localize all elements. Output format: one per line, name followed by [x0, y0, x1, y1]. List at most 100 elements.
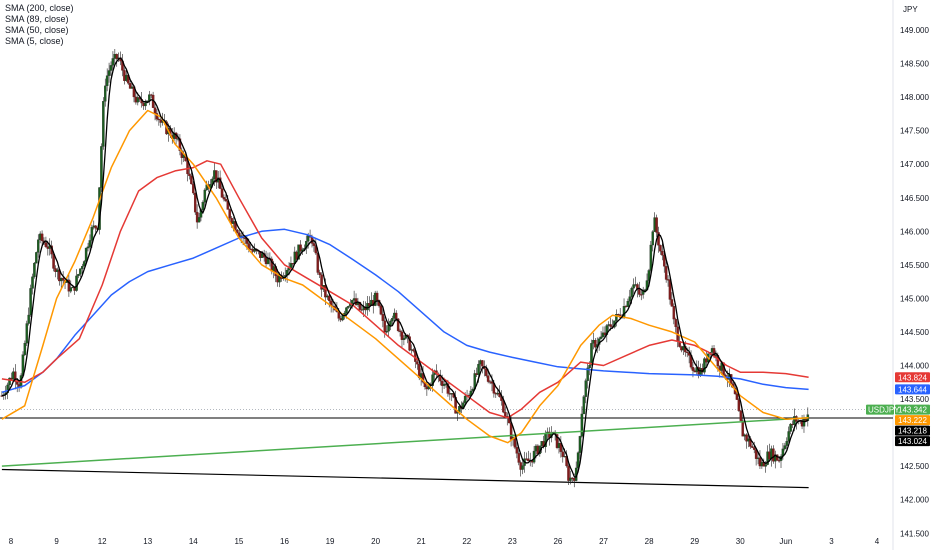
- candle-body: [638, 289, 641, 295]
- x-tick-label: 14: [189, 537, 198, 546]
- candle-body: [35, 252, 38, 264]
- candle-body: [379, 305, 383, 315]
- candle-body: [527, 458, 530, 462]
- candle-body: [655, 217, 658, 233]
- y-tick-label: 147.500: [900, 127, 929, 136]
- candle-body: [789, 423, 792, 432]
- candle-body: [640, 294, 643, 296]
- y-tick-label: 141.500: [900, 529, 929, 538]
- legend-entry-sma50: SMA (50, close): [5, 25, 69, 35]
- candle-body: [25, 323, 29, 344]
- candle-body: [651, 231, 655, 246]
- candle-body: [630, 288, 633, 297]
- candle-body: [327, 295, 331, 301]
- candle-body: [228, 209, 231, 219]
- candle-body: [75, 275, 78, 291]
- price-tag-text: 143.222: [898, 416, 927, 425]
- symbol-tag: [866, 404, 894, 415]
- candle-body: [299, 244, 302, 252]
- candle-body: [115, 53, 118, 60]
- candle-body: [442, 384, 446, 386]
- candle-body: [691, 367, 695, 371]
- candle-body: [81, 266, 84, 269]
- candle-body: [215, 170, 218, 183]
- candle-body: [105, 75, 109, 87]
- price-tag-5: [895, 436, 930, 447]
- candle-body: [783, 445, 787, 450]
- candle-body: [144, 102, 147, 107]
- candle-body: [555, 434, 559, 448]
- sma-line-2: [1, 160, 809, 419]
- candle-body: [396, 318, 400, 332]
- candle-body: [582, 396, 586, 415]
- candle-body: [578, 436, 582, 453]
- x-tick-label: 8: [9, 537, 14, 546]
- price-tag-text: 143.218: [898, 427, 927, 436]
- candle-body: [40, 233, 44, 241]
- candle-body: [79, 268, 82, 275]
- candle-body: [416, 361, 419, 365]
- symbol-tag-text: USDJPY: [868, 406, 900, 415]
- candle-body: [341, 315, 344, 321]
- candle-body: [446, 383, 450, 394]
- y-tick-label: 145.500: [900, 261, 929, 270]
- candle-body: [703, 358, 706, 373]
- support-trendline: [1, 468, 809, 489]
- candle-body: [517, 453, 520, 463]
- candle-body: [84, 247, 88, 262]
- candle-body: [632, 284, 635, 289]
- candle-body: [741, 420, 744, 437]
- candle-body: [735, 393, 739, 400]
- price-tag-text: 143.644: [898, 385, 927, 394]
- sma-line-3: [1, 109, 809, 444]
- y-tick-label: 144.500: [900, 328, 929, 337]
- y-tick-label: 142.000: [900, 496, 929, 505]
- candle-body: [609, 324, 612, 327]
- candle-body: [128, 83, 132, 89]
- y-tick-label: 149.000: [900, 26, 929, 35]
- candle-body: [389, 320, 392, 326]
- legend-entry-sma200: SMA (200, close): [5, 3, 74, 13]
- x-tick-label: 9: [54, 537, 59, 546]
- candle-body: [297, 244, 300, 260]
- candle-body: [745, 434, 748, 442]
- candle-body: [484, 368, 488, 376]
- candle-body: [649, 244, 653, 271]
- candle-body: [394, 312, 398, 320]
- y-tick-label: 146.500: [900, 194, 929, 203]
- candle-body: [737, 399, 741, 411]
- candle-body: [576, 452, 580, 469]
- candle-body: [381, 314, 385, 321]
- candle-body: [318, 272, 321, 275]
- candle-body: [751, 446, 754, 448]
- sma-line-0: [1, 417, 809, 467]
- candle-body: [594, 339, 597, 348]
- candle-body: [77, 274, 80, 277]
- candle-body: [515, 447, 519, 454]
- candle-body: [366, 303, 369, 311]
- candle-body: [88, 240, 92, 247]
- price-smoothed-line: [1, 57, 809, 478]
- candle-body: [90, 227, 94, 241]
- candle-body: [802, 418, 806, 427]
- x-tick-label: 13: [143, 537, 152, 546]
- y-tick-label: 148.500: [900, 60, 929, 69]
- candle-body: [157, 118, 161, 121]
- candle-body: [201, 202, 205, 210]
- sma-line-1: [1, 228, 809, 394]
- candle-body: [23, 343, 27, 355]
- candle-body: [787, 431, 790, 442]
- candle-body: [590, 343, 593, 366]
- x-tick-label: 15: [234, 537, 243, 546]
- x-tick-label: 20: [371, 537, 380, 546]
- x-tick-label: 26: [553, 537, 562, 546]
- candle-body: [100, 146, 103, 188]
- candle-body: [350, 300, 354, 304]
- x-tick-label: 21: [417, 537, 426, 546]
- price-tag-4: [895, 425, 930, 436]
- candle-body: [31, 276, 34, 289]
- candle-body: [628, 296, 632, 302]
- candle-body: [236, 229, 239, 234]
- candle-body: [111, 58, 115, 66]
